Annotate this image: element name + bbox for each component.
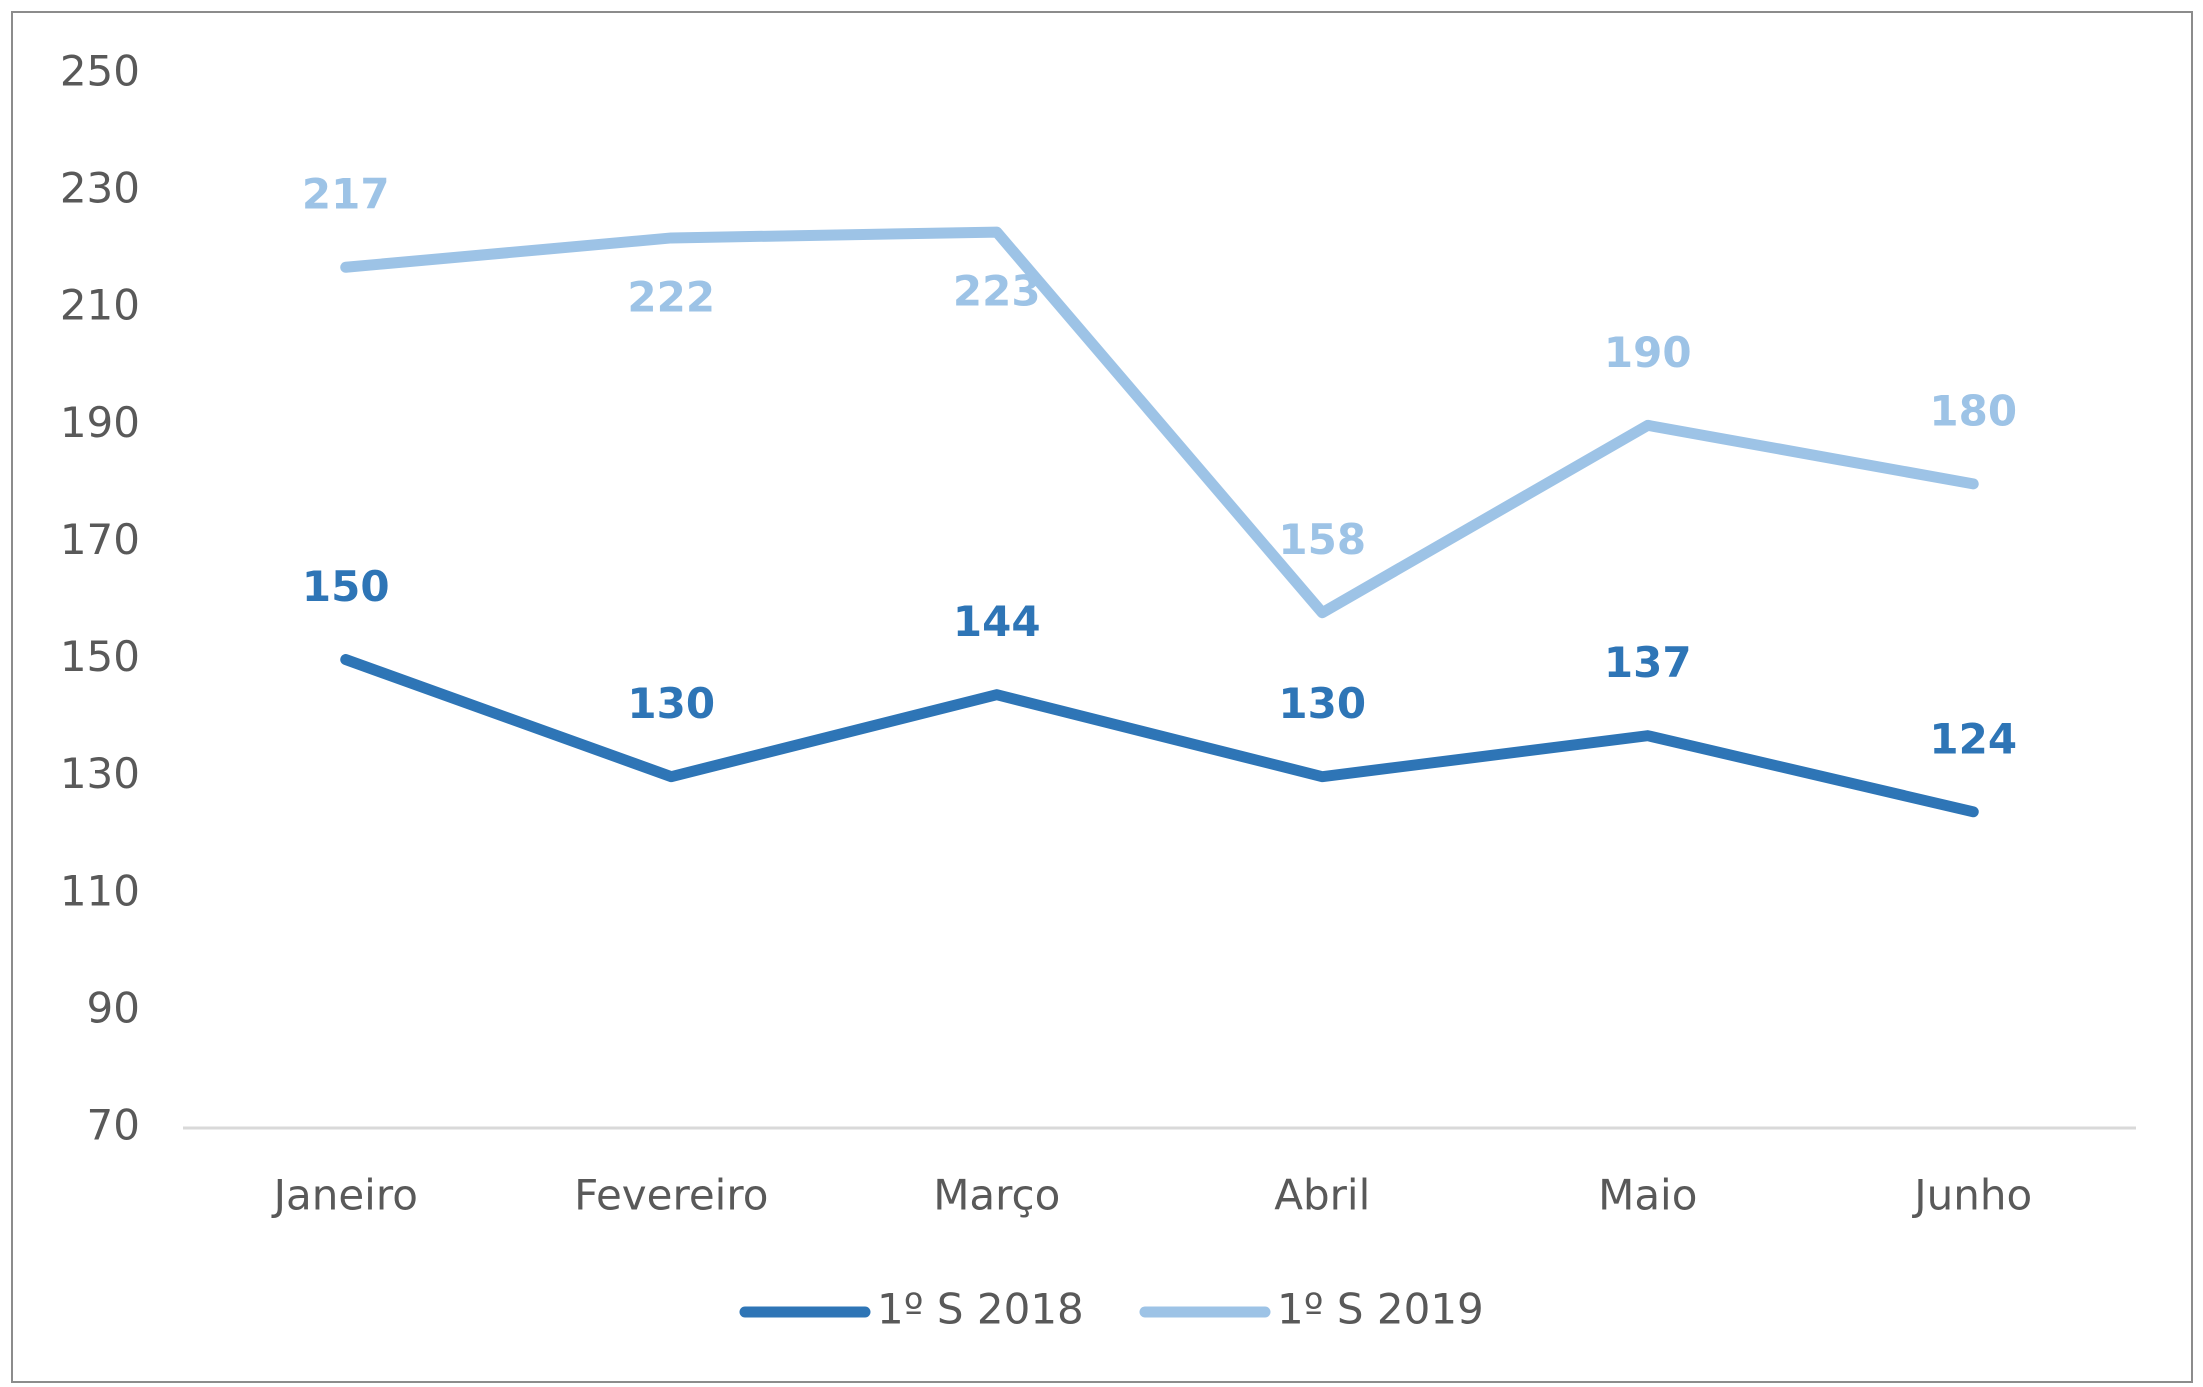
y-tick-label: 190 xyxy=(60,398,140,447)
y-tick-label: 70 xyxy=(87,1101,140,1150)
x-tick-label: Março xyxy=(933,1171,1060,1220)
x-tick-label: Abril xyxy=(1274,1171,1370,1220)
x-tick-label: Janeiro xyxy=(271,1171,418,1220)
data-label: 223 xyxy=(953,267,1041,316)
data-label: 130 xyxy=(627,679,715,728)
chart-border xyxy=(11,11,2193,1383)
data-label: 137 xyxy=(1604,638,1692,687)
y-tick-label: 230 xyxy=(60,164,140,213)
legend-label: 1º S 2019 xyxy=(1277,1285,1484,1334)
data-label: 190 xyxy=(1604,328,1692,377)
data-label: 150 xyxy=(302,562,390,611)
y-tick-label: 210 xyxy=(60,281,140,330)
y-tick-label: 150 xyxy=(60,632,140,681)
series-line xyxy=(340,226,1979,619)
data-label: 144 xyxy=(953,597,1041,646)
y-tick-label: 250 xyxy=(60,47,140,96)
data-label: 222 xyxy=(627,272,715,321)
data-label: 124 xyxy=(1929,714,2017,763)
x-tick-label: Junho xyxy=(1911,1171,2032,1220)
y-tick-label: 90 xyxy=(87,983,140,1032)
data-label: 158 xyxy=(1278,515,1366,564)
data-label: 180 xyxy=(1929,386,2017,435)
data-label: 217 xyxy=(302,170,390,219)
x-tick-label: Maio xyxy=(1598,1171,1697,1220)
y-tick-label: 170 xyxy=(60,515,140,564)
legend-label: 1º S 2018 xyxy=(877,1285,1084,1334)
data-label: 130 xyxy=(1278,679,1366,728)
y-tick-label: 130 xyxy=(60,749,140,798)
x-tick-label: Fevereiro xyxy=(574,1171,768,1220)
series-line xyxy=(340,654,1979,818)
y-tick-label: 110 xyxy=(60,866,140,915)
